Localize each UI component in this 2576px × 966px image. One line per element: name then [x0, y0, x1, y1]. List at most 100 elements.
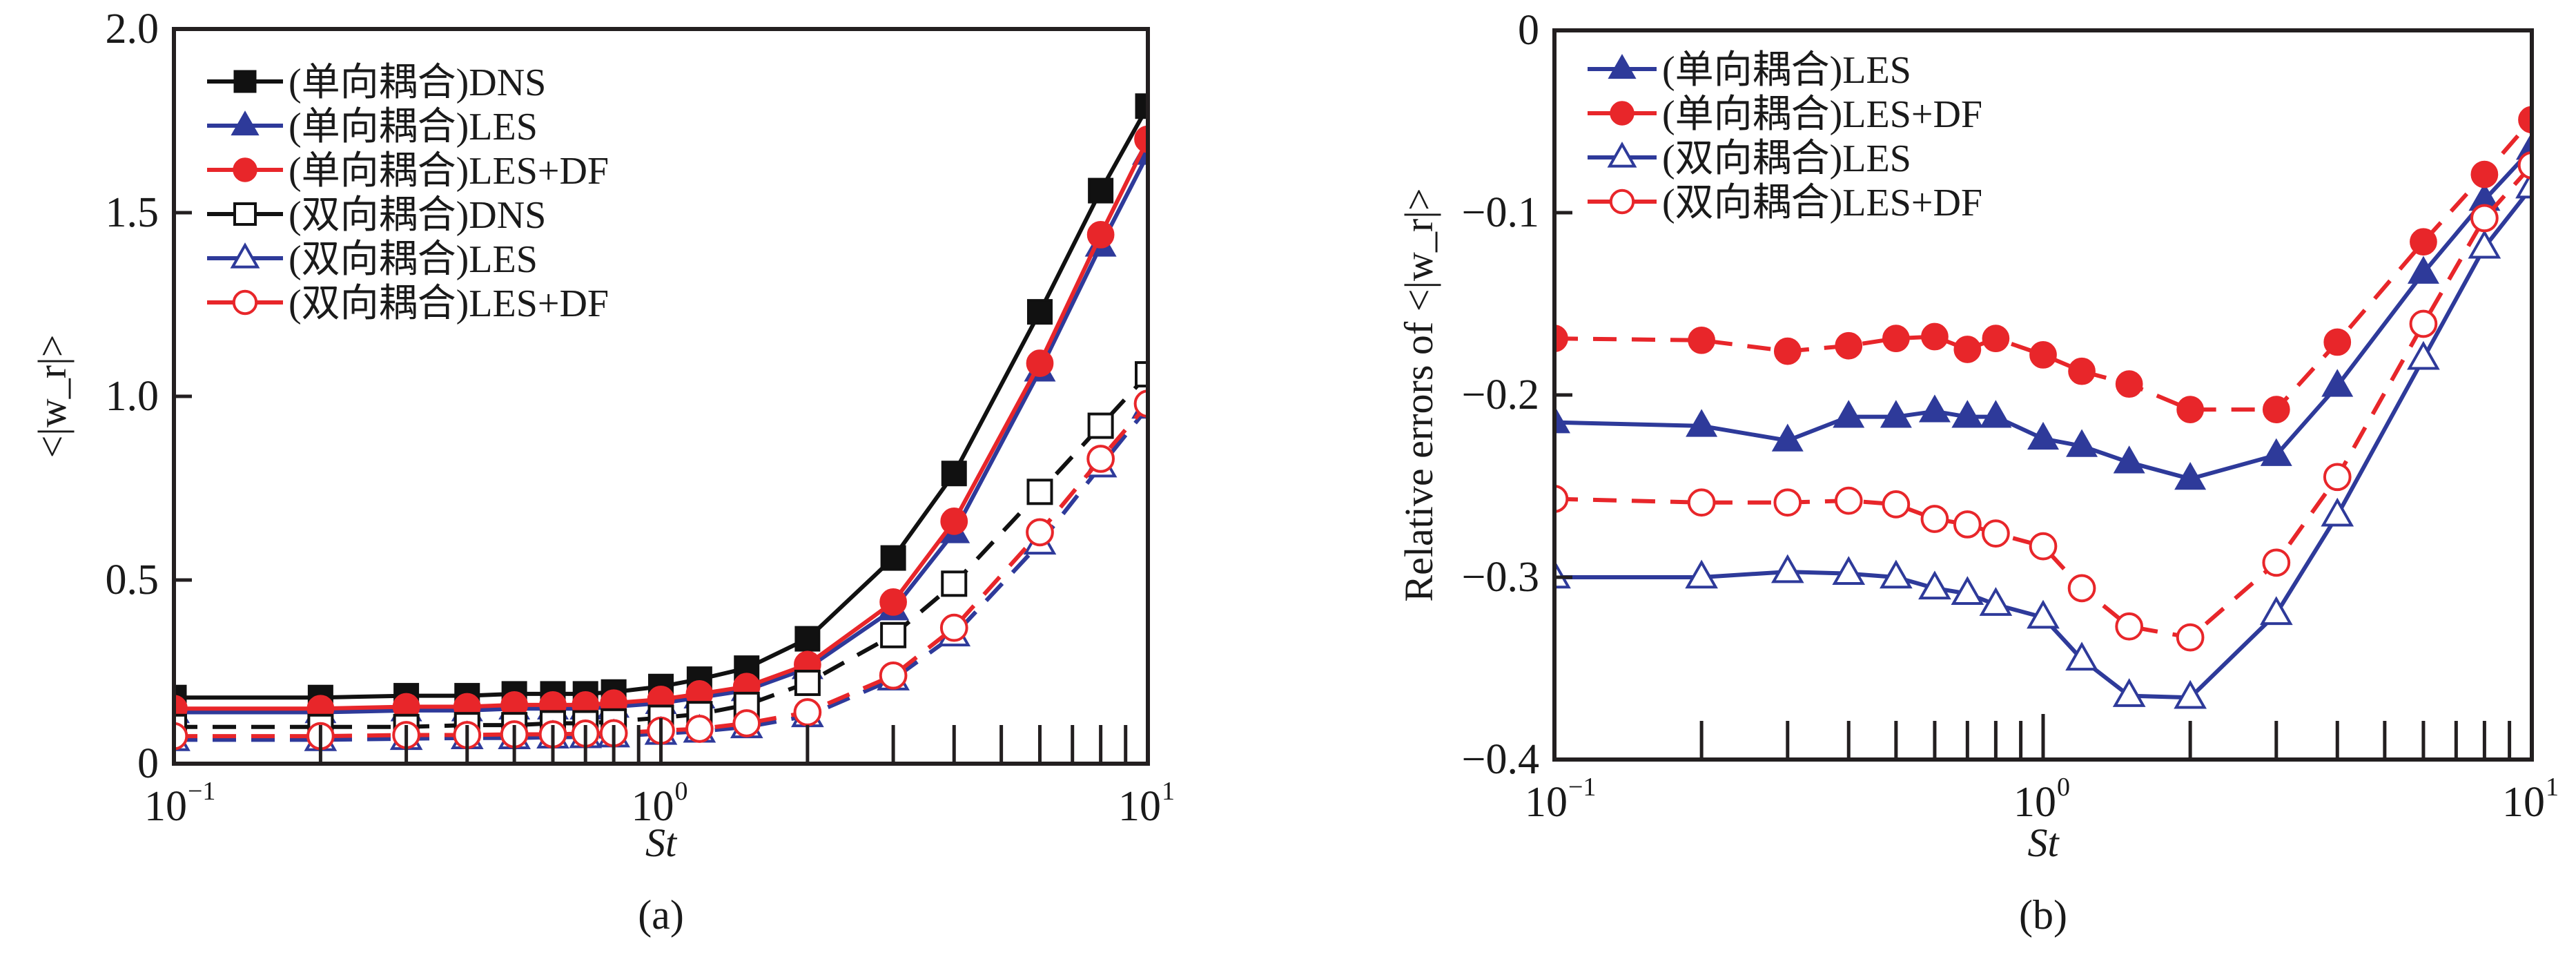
data-point-circle: [2067, 574, 2096, 603]
data-point-square: [1088, 177, 1114, 204]
data-point-triangle: [1771, 423, 1804, 452]
y-tick-label: −0.1: [1462, 189, 1539, 236]
data-point-triangle: [1770, 554, 1804, 583]
data-point-square: [1026, 299, 1053, 325]
data-point-circle: [1773, 337, 1802, 365]
x-axis-title: St: [2027, 820, 2060, 865]
legend-item: (双向耦合)LES: [207, 238, 538, 281]
plot-area: [1554, 106, 2532, 709]
data-point-triangle: [2259, 596, 2293, 626]
data-point-circle: [1609, 189, 1635, 215]
y-tick-label: 2.0: [106, 6, 159, 52]
data-point-circle: [2115, 370, 2143, 398]
panel-label: (a): [638, 892, 684, 938]
x-tick-label: 10: [1118, 783, 1161, 830]
data-point-triangle: [2174, 679, 2207, 709]
data-point-circle: [1921, 322, 1949, 351]
data-point-triangle: [1554, 405, 1570, 434]
data-point-circle: [685, 715, 714, 743]
x-tick-label: 10: [1525, 779, 1568, 826]
data-point-triangle: [2027, 599, 2060, 629]
y-tick-label: 1.5: [106, 189, 159, 236]
data-point-triangle: [230, 242, 260, 269]
data-point-circle: [1026, 349, 1054, 377]
data-point-circle: [940, 508, 968, 535]
data-point-circle: [1554, 325, 1568, 353]
data-point-square: [1135, 361, 1148, 388]
data-point-circle: [2029, 532, 2058, 561]
data-point-square: [880, 545, 906, 571]
data-point-circle: [1688, 326, 1715, 354]
data-point-circle: [2470, 204, 2499, 233]
legend-item: (单向耦合)LES+DF: [207, 150, 609, 193]
data-point-square: [941, 461, 967, 487]
legend-label: (双向耦合)LES: [1662, 137, 1911, 180]
x-tick-label: 10: [632, 783, 674, 830]
x-tick-exponent: 1: [2546, 773, 2559, 802]
legend: (单向耦合)DNS(单向耦合)LES(单向耦合)LES+DF(双向耦合)DNS(…: [207, 61, 609, 325]
y-tick-label: −0.2: [1462, 371, 1539, 418]
data-point-triangle: [1685, 559, 1718, 589]
legend-item: (双向耦合)DNS: [207, 194, 546, 237]
data-point-circle: [1953, 336, 1982, 363]
data-point-triangle: [1686, 409, 1718, 437]
data-point-circle: [1086, 221, 1115, 249]
data-point-circle: [1882, 325, 1910, 353]
data-point-square: [794, 669, 821, 696]
data-point-triangle: [2174, 461, 2207, 490]
series-2: [1554, 169, 2532, 709]
legend-item: (单向耦合)LES: [1588, 49, 1911, 92]
data-point-triangle: [1951, 400, 1984, 428]
data-point-circle: [2262, 396, 2290, 423]
data-point-circle: [2409, 309, 2438, 338]
data-point-triangle: [2066, 429, 2098, 457]
data-point-circle: [1882, 490, 1911, 519]
data-point-square: [794, 626, 821, 652]
x-tick-exponent: −1: [1568, 773, 1596, 802]
legend-label: (双向耦合)LES+DF: [1662, 182, 1982, 224]
data-point-circle: [1773, 488, 1802, 517]
data-point-triangle: [1980, 400, 2012, 428]
y-tick-label: −0.3: [1462, 554, 1539, 601]
data-point-triangle: [1607, 142, 1637, 168]
series-line: [1554, 164, 2532, 640]
data-point-circle: [1835, 331, 1863, 360]
legend-label: (双向耦合)LES+DF: [289, 282, 609, 325]
data-point-circle: [232, 289, 258, 316]
data-point-circle: [2176, 396, 2204, 423]
data-point-circle: [1086, 445, 1115, 473]
data-point-circle: [2410, 228, 2437, 256]
series-line: [1554, 118, 2532, 412]
y-tick-label: −0.4: [1462, 736, 1539, 783]
data-point-triangle: [2113, 445, 2145, 474]
data-point-circle: [1554, 485, 1569, 513]
data-point-circle: [1134, 125, 1148, 153]
data-point-triangle: [1608, 54, 1637, 79]
data-point-triangle: [1833, 400, 1865, 428]
x-tick-exponent: 0: [2057, 773, 2070, 802]
data-point-triangle: [1880, 559, 1913, 589]
legend-item: (单向耦合)DNS: [207, 61, 546, 104]
data-point-circle: [1133, 389, 1148, 418]
series-3: [1554, 151, 2532, 652]
y-tick-label: 0: [137, 740, 159, 787]
legend-item: (双向耦合)LES: [1588, 137, 1911, 180]
data-point-triangle: [2321, 497, 2354, 527]
data-point-circle: [879, 661, 908, 690]
data-point-triangle: [1880, 400, 1912, 428]
legend-label: (双向耦合)DNS: [289, 194, 546, 237]
data-point-triangle: [1832, 556, 1866, 585]
y-tick-label: 1.0: [106, 373, 159, 420]
data-point-triangle: [2112, 678, 2146, 707]
legend-item: (双向耦合)LES+DF: [207, 282, 609, 325]
data-point-triangle: [2321, 369, 2354, 397]
legend-item: (单向耦合)LES+DF: [1588, 93, 1982, 136]
data-point-square: [1026, 479, 1053, 505]
y-tick-label: 0.5: [106, 557, 159, 603]
legend-label: (单向耦合)LES: [1662, 49, 1911, 92]
data-point-circle: [2029, 341, 2057, 369]
legend-label: (单向耦合)DNS: [289, 61, 546, 104]
legend-label: (单向耦合)LES+DF: [289, 150, 609, 193]
legend-label: (单向耦合)LES: [289, 106, 538, 148]
